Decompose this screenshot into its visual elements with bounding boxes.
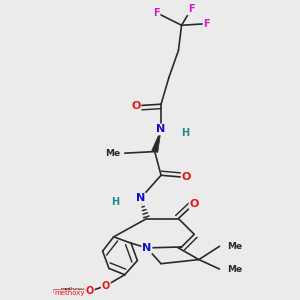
Text: Me: Me <box>227 242 242 251</box>
Text: O: O <box>190 199 199 209</box>
Text: Me: Me <box>105 149 120 158</box>
Text: F: F <box>203 19 210 29</box>
Text: methoxy: methoxy <box>52 288 87 294</box>
Text: O: O <box>182 172 191 182</box>
Text: F: F <box>153 8 160 18</box>
Text: Me: Me <box>227 265 242 274</box>
Text: H: H <box>111 197 119 207</box>
Text: F: F <box>188 4 194 14</box>
Polygon shape <box>152 130 161 152</box>
Text: methoxy: methoxy <box>54 290 85 296</box>
Text: O: O <box>86 286 94 296</box>
Text: H: H <box>181 128 189 138</box>
Text: N: N <box>136 193 145 203</box>
Text: N: N <box>142 243 152 253</box>
Text: N: N <box>156 124 166 134</box>
Text: O: O <box>102 281 110 291</box>
Text: methoxy: methoxy <box>61 287 85 292</box>
Text: O: O <box>131 101 140 111</box>
